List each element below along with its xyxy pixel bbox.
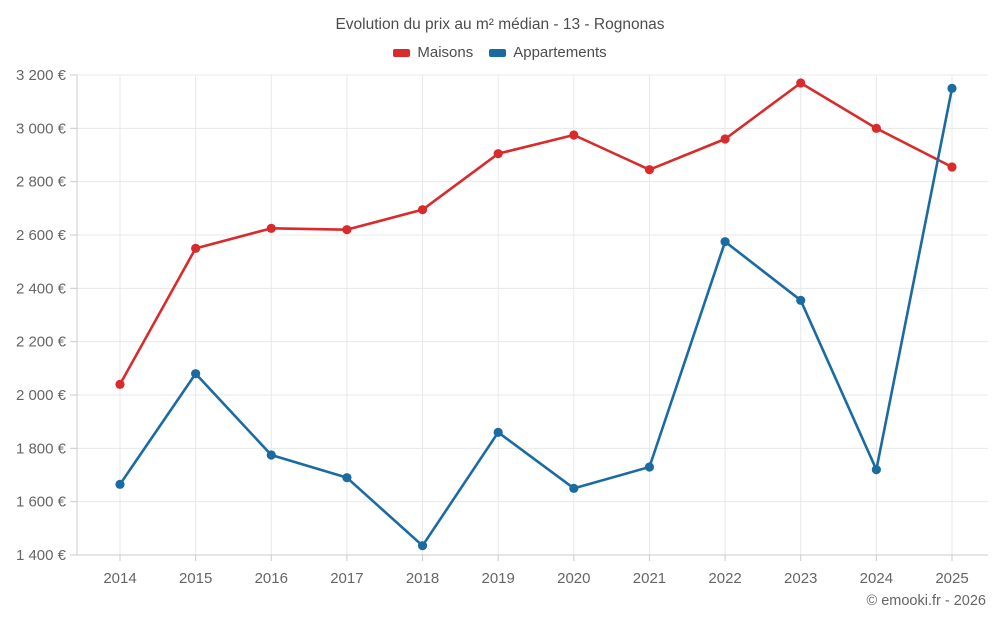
appartements-point-2021[interactable] (644, 462, 655, 472)
appartements-point-2015[interactable] (191, 369, 201, 379)
y-tick-label: 3 200 € (16, 67, 67, 84)
x-tick-label-2021: 2021 (633, 570, 666, 587)
y-tick-label: 1 600 € (16, 494, 67, 511)
maisons-line (118, 81, 954, 386)
y-tick-label: 1 800 € (16, 440, 67, 457)
appartements-point-2018[interactable] (417, 541, 428, 551)
appartements-point-2024[interactable] (871, 465, 881, 475)
maisons-point-2024[interactable] (871, 123, 881, 133)
maisons-point-2022[interactable] (720, 134, 730, 144)
y-tick-label: 2 200 € (16, 334, 67, 351)
chart-title: Evolution du prix au m² médian - 13 - Ro… (335, 16, 665, 33)
y-tick-label: 2 000 € (16, 387, 67, 404)
legend-item-appartements[interactable]: Appartements (489, 44, 607, 61)
legend-label-maisons: Maisons (417, 44, 474, 61)
maisons-point-2016[interactable] (266, 223, 276, 233)
x-tick-label-2017: 2017 (330, 570, 363, 587)
appartements-point-2025[interactable] (947, 83, 957, 93)
maisons-swatch-icon (393, 48, 411, 57)
y-tick-label: 2 800 € (16, 174, 67, 191)
maisons-point-2023[interactable] (796, 78, 806, 88)
appartements-line (118, 87, 954, 547)
maisons-point-2021[interactable] (644, 165, 655, 175)
appartements-point-2022[interactable] (720, 237, 730, 247)
maisons-point-2015[interactable] (191, 243, 201, 253)
x-tick-label-2023: 2023 (784, 570, 817, 587)
y-tick-label: 2 600 € (16, 227, 67, 244)
maisons-point-2020[interactable] (569, 130, 579, 140)
appartements-point-2023[interactable] (796, 295, 806, 305)
y-tick-label: 2 400 € (16, 280, 67, 297)
x-tick-label-2025: 2025 (935, 570, 968, 587)
x-tick-label-2015: 2015 (179, 570, 212, 587)
maisons-point-2017[interactable] (342, 225, 352, 235)
maisons-point-2018[interactable] (417, 205, 428, 215)
x-tick-label-2019: 2019 (481, 570, 514, 587)
legend: Maisons Appartements (0, 44, 1000, 61)
x-tick-label-2020: 2020 (557, 570, 590, 587)
y-tick-label: 1 400 € (16, 547, 67, 564)
x-tick-label-2014: 2014 (103, 570, 136, 587)
appartements-point-2016[interactable] (266, 450, 276, 460)
x-tick-label-2022: 2022 (708, 570, 741, 587)
legend-item-maisons[interactable]: Maisons (393, 44, 473, 61)
appartements-swatch-icon (489, 48, 507, 57)
appartements-point-2014[interactable] (115, 479, 125, 489)
maisons-point-2025[interactable] (947, 162, 957, 172)
x-tick-label-2024: 2024 (860, 570, 893, 587)
maisons-point-2019[interactable] (493, 149, 503, 159)
copyright-text: © emooki.fr - 2026 (866, 593, 986, 609)
legend-label-appartements: Appartements (513, 44, 607, 61)
appartements-point-2019[interactable] (493, 427, 503, 437)
y-tick-label: 3 000 € (16, 120, 67, 137)
appartements-point-2020[interactable] (569, 483, 579, 493)
appartements-point-2017[interactable] (342, 473, 352, 483)
x-tick-label-2018: 2018 (406, 570, 439, 587)
x-tick-label-2016: 2016 (255, 570, 288, 587)
maisons-point-2014[interactable] (115, 379, 125, 389)
